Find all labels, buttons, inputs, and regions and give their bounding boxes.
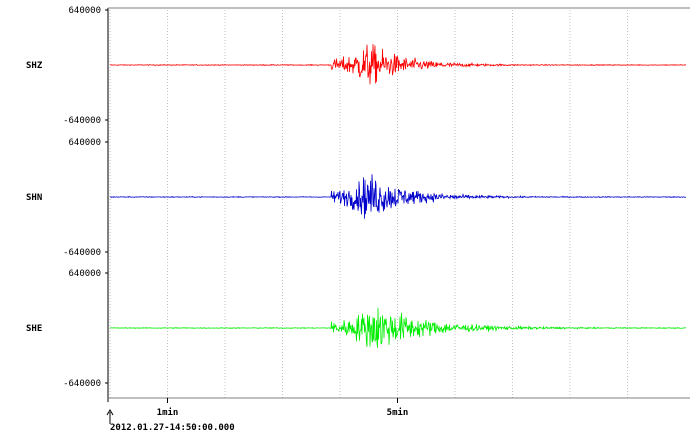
label-layer: SHZ 640000 -640000 SHN 640000 -640000 SHE 64000… [26,6,408,433]
x-tick-label: 1min [157,407,179,418]
trace-shz [109,43,687,85]
y-tick-label-max: 640000 [68,138,101,148]
y-tick-label-min: -640000 [63,116,101,126]
x-tick-label: 5min [387,407,409,418]
y-tick-label-max: 640000 [68,6,101,16]
channel-label-she: SHE [26,324,42,334]
y-tick-label-max: 640000 [68,269,101,279]
trace-she [110,307,686,348]
y-tick-label-min: -640000 [63,248,101,258]
axis-layer [105,7,690,424]
start-marker-arrow-icon [106,409,114,416]
y-tick-label-min: -640000 [63,379,101,389]
trace-shn [109,174,687,219]
start-time-label: 2012.01.27-14:50:00.000 [110,423,235,433]
channel-label-shz: SHZ [26,61,43,71]
trace-layer [109,43,687,348]
channel-label-shn: SHN [26,193,42,203]
